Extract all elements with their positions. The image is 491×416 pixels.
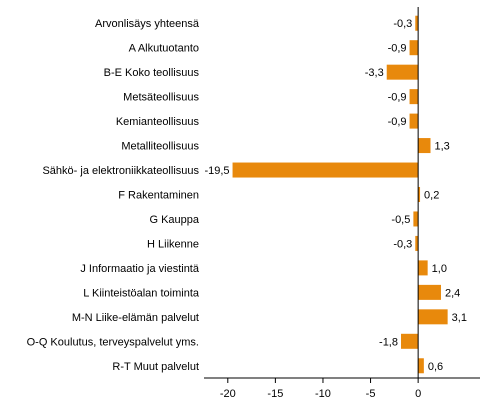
- data-label: 1,3: [435, 141, 450, 153]
- category-label: Metsäteollisuus: [123, 92, 199, 104]
- x-tick-label: -20: [220, 388, 236, 400]
- x-tick-label: -10: [315, 388, 331, 400]
- category-label: G Kauppa: [149, 214, 199, 226]
- data-label: -0,9: [388, 43, 407, 55]
- data-label: -0,9: [388, 116, 407, 128]
- bar: [409, 113, 419, 129]
- category-label: F Rakentaminen: [118, 190, 199, 202]
- data-label: 0,6: [428, 361, 443, 373]
- bar: [418, 260, 428, 276]
- category-label: Arvonlisäys yhteensä: [95, 18, 200, 30]
- x-tick-label: 0: [415, 388, 421, 400]
- data-label: -0,5: [391, 214, 410, 226]
- x-tick-label: -5: [366, 388, 376, 400]
- data-label: -0,3: [393, 238, 412, 250]
- bar: [386, 64, 419, 80]
- bar: [232, 162, 419, 178]
- bar: [409, 40, 419, 56]
- category-labels: Arvonlisäys yhteensä A Alkutuotanto B-E Ko…: [27, 18, 200, 373]
- x-tick-label: -15: [267, 388, 283, 400]
- data-label: -0,3: [393, 18, 412, 30]
- bar: [409, 89, 419, 105]
- data-labels: -0,3 -0,9 -3,3 -0,9 -0,9 1,3 -19,5 0,2 -0,5 -0,3 1…: [204, 18, 466, 373]
- bar: [418, 187, 421, 202]
- category-label: Sähkö- ja elektroniikkateollisuus: [42, 165, 199, 177]
- category-label: O-Q Koulutus, terveyspalvelut yms.: [27, 336, 199, 348]
- data-label: -3,3: [365, 67, 384, 79]
- category-label: A Alkutuotanto: [129, 43, 199, 55]
- category-label: B-E Koko teollisuus: [104, 67, 200, 79]
- category-label: L Kiinteistöalan toiminta: [83, 287, 200, 299]
- category-label: Metalliteollisuus: [121, 141, 199, 153]
- data-label: 3,1: [452, 312, 467, 324]
- bar: [401, 333, 419, 349]
- category-label: Kemianteollisuus: [116, 116, 200, 128]
- data-label: -19,5: [204, 165, 229, 177]
- bar: [418, 138, 431, 154]
- data-label: 2,4: [445, 287, 460, 299]
- category-label: H Liikenne: [147, 238, 199, 250]
- data-label: -0,9: [388, 92, 407, 104]
- category-label: R-T Muut palvelut: [112, 361, 199, 373]
- x-axis: -20 -15 -10 -5 0: [204, 7, 480, 400]
- bar: [418, 284, 441, 300]
- bars: [232, 15, 448, 374]
- data-label: 0,2: [424, 190, 439, 202]
- bar: [413, 211, 419, 227]
- category-label: J Informaatio ja viestintä: [80, 263, 199, 275]
- bar: [415, 235, 419, 251]
- category-label: M-N Liike-elämän palvelut: [72, 312, 199, 324]
- bar: [415, 15, 419, 31]
- data-label: 1,0: [432, 263, 447, 275]
- bar: [418, 309, 448, 325]
- bar: [418, 358, 424, 374]
- data-label: -1,8: [379, 336, 398, 348]
